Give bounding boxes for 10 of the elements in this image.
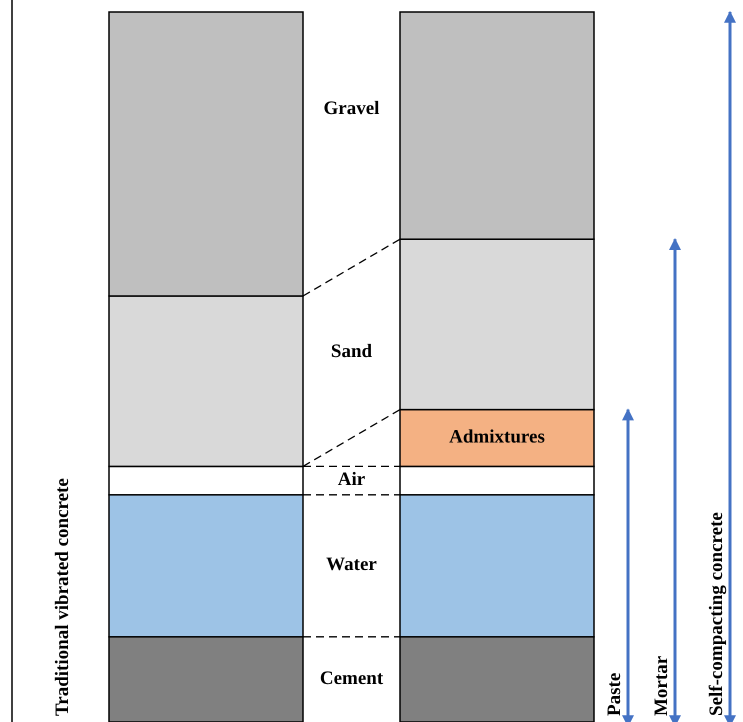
series-label: Gravel [324, 98, 380, 119]
series-label: Air [338, 468, 366, 490]
text: Self-compacting concrete [706, 512, 727, 716]
text: Mortar [651, 655, 672, 716]
series-label: Admixtures [449, 426, 545, 448]
series-label: Water [326, 554, 378, 576]
series-label: Sand [330, 341, 373, 362]
series-label: Cement [320, 668, 384, 689]
annotation: Paste [604, 672, 625, 716]
annotation: Traditional vibrated concrete [52, 478, 73, 716]
